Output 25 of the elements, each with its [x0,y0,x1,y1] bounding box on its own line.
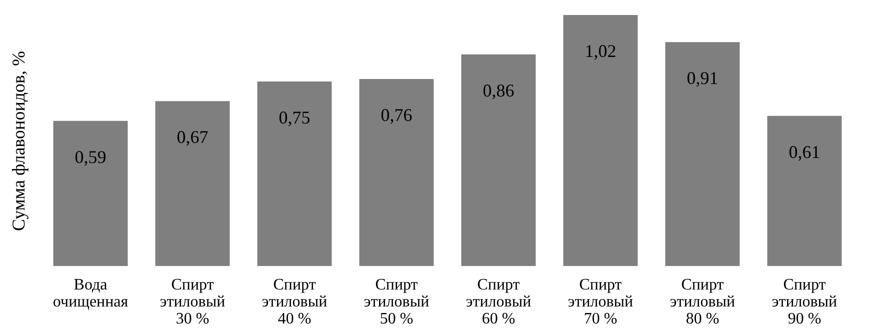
bar [257,81,332,266]
x-tick-label: Спирт этиловый 80 % [670,276,736,328]
data-label: 0,61 [788,142,820,162]
bar [461,54,536,266]
bar [53,120,128,266]
data-label: 1,02 [584,41,616,61]
bar [359,78,434,266]
x-tick-label: Спирт этиловый 60 % [466,276,532,328]
x-tick-label: Спирт этиловый 30 % [160,276,226,328]
bar [665,42,740,266]
x-tick-label: Вода очищенная [52,276,129,310]
data-label: 0,59 [74,146,106,167]
bar [563,15,638,266]
data-label: 0,86 [482,80,514,100]
data-label: 0,76 [380,104,412,125]
x-tick-label: Спирт этиловый 70 % [568,276,634,328]
x-tick-label: Спирт этиловый 40 % [262,276,328,328]
data-label: 0,67 [176,127,208,148]
data-label: 0,91 [686,68,718,88]
y-axis-title: Сумма флавоноидов, % [8,51,28,231]
bar [155,101,230,266]
bar [767,116,842,266]
x-tick-label: Спирт этиловый 50 % [364,276,430,328]
x-tick-label: Спирт этиловый 90 % [772,276,838,328]
data-label: 0,75 [278,107,310,128]
